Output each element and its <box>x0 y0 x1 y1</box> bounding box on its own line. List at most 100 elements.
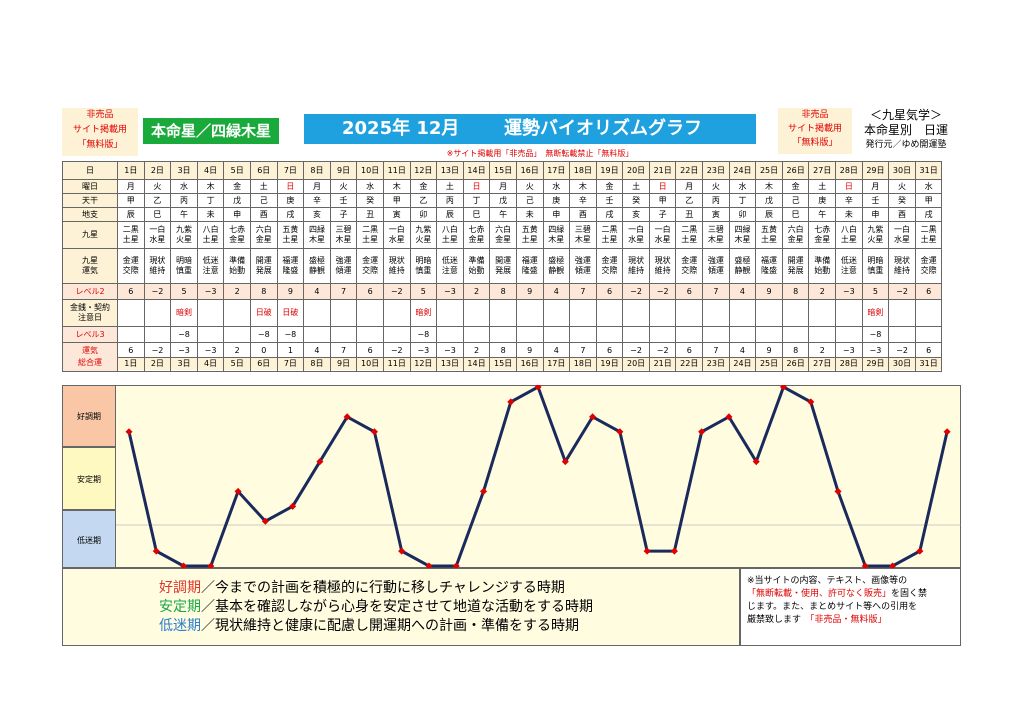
kyusei-cell-line: 土星 <box>840 235 857 244</box>
total-day: 19日 <box>597 356 622 370</box>
total-value: 8 <box>793 345 799 355</box>
tenkan-cell: 戊 <box>223 193 251 208</box>
kyusei-cell: 二黒 土星 <box>117 221 145 249</box>
kyusei-cell-line: 木星 <box>308 235 325 244</box>
weekday-cell: 月 <box>489 179 517 194</box>
table-row: 九星 二黒 土星 一白 水星 九紫 火星 八白 土星 七赤 金星 六白 金星 五黄 土星 四緑 木星 三碧 木星 二黒… <box>62 221 943 249</box>
total-day: 2日 <box>145 356 170 370</box>
tenkan-cell: 庚 <box>276 193 305 208</box>
level3-cell: −8 <box>861 326 890 343</box>
row-label: 天干 <box>62 193 118 208</box>
unsei-cell-line: 現状 <box>628 256 645 265</box>
level3-cell <box>117 326 145 343</box>
chishi-cell: 申 <box>861 207 890 222</box>
unsei-cell: 現状 維持 <box>622 248 650 284</box>
unsei-cell: 金運 交際 <box>117 248 145 284</box>
level2-cell: 7 <box>702 283 730 300</box>
day-cell: 27日 <box>808 161 837 180</box>
copyright-line: 厳禁致します 「非売品・無料版」 <box>747 614 954 627</box>
band-stable-label: 安定期 <box>77 475 101 484</box>
band-low: 低迷期 <box>62 510 116 568</box>
unsei-cell-line: 準備 <box>814 256 831 265</box>
level2-cell: −2 <box>143 283 172 300</box>
weekday-cell: 木 <box>382 179 411 194</box>
kinsen-cell <box>728 299 757 327</box>
tenkan-cell: 辛 <box>835 193 863 208</box>
chishi-cell: 午 <box>808 207 837 222</box>
notice: ※サイト掲載用「非売品」 無断転載禁止「無料版」 <box>446 149 634 158</box>
tenkan-cell: 戊 <box>489 193 517 208</box>
unsei-cell-line: 金運 <box>681 256 698 265</box>
level3-cell <box>223 326 251 343</box>
kyusei-cell-line: 水星 <box>894 235 911 244</box>
tenkan-cell: 丙 <box>170 193 198 208</box>
total-value: 0 <box>261 345 267 355</box>
total-value: 4 <box>314 345 320 355</box>
legend-text: ／基本を確認しながら心身を安定させて地道な活動をする時期 <box>201 599 593 615</box>
level2-cell: 5 <box>170 283 198 300</box>
level3-cell <box>462 326 491 343</box>
kinsen-cell: 暗剣 <box>170 299 198 327</box>
weekday-cell: 金 <box>223 179 251 194</box>
day-cell: 26日 <box>781 161 810 180</box>
kyusei-cell-line: 二黒 <box>362 225 379 234</box>
chishi-cell: 戌 <box>595 207 624 222</box>
tenkan-cell: 乙 <box>143 193 172 208</box>
total-cell: 4 24日 <box>728 342 757 372</box>
total-value: −2 <box>390 345 403 355</box>
unsei-cell-line: 発展 <box>255 266 272 275</box>
level3-cell <box>595 326 624 343</box>
tenkan-cell: 辛 <box>303 193 331 208</box>
day-cell: 13日 <box>436 161 464 180</box>
legend-item: 安定期／基本を確認しながら心身を安定させて地道な活動をする時期 <box>159 598 739 617</box>
row-label: 日 <box>62 161 118 180</box>
unsei-cell: 盛極 静観 <box>542 248 571 284</box>
total-cell: −2 21日 <box>648 342 677 372</box>
level2-cell: −2 <box>382 283 411 300</box>
total-cell: 0 6日 <box>249 342 278 372</box>
data-point <box>289 502 297 510</box>
unsei-cell-line: 明暗 <box>175 256 192 265</box>
chishi-cell: 午 <box>489 207 517 222</box>
weekday-cell: 金 <box>409 179 438 194</box>
table-row: 運気 総合運 6 1日 −2 2日 −3 3日 −3 4日 2 5日 0 6日 1 7日 4 8日 7 9日 6 10日 −… <box>62 342 943 372</box>
total-value: −3 <box>417 345 430 355</box>
kyusei-cell-line: 六白 <box>787 225 804 234</box>
level2-cell: 4 <box>728 283 757 300</box>
weekday-cell: 月 <box>117 179 145 194</box>
unsei-cell-line: 静観 <box>548 266 565 275</box>
chishi-cell: 辰 <box>755 207 783 222</box>
chishi-cell: 寅 <box>702 207 730 222</box>
total-value: 9 <box>527 345 533 355</box>
total-cell: −3 28日 <box>835 342 863 372</box>
level2-cell: 6 <box>356 283 384 300</box>
total-cell: 2 5日 <box>223 342 251 372</box>
total-day: 27日 <box>809 356 835 370</box>
data-point <box>261 517 269 525</box>
day-cell: 24日 <box>728 161 757 180</box>
total-cell: −3 13日 <box>436 342 464 372</box>
unsei-cell-line: 発展 <box>495 266 512 275</box>
copyright-line: ※当サイトの内容、テキスト、画像等の <box>747 576 908 586</box>
day-cell: 18日 <box>569 161 597 180</box>
kinsen-cell <box>914 299 943 327</box>
kinsen-cell <box>462 299 491 327</box>
kyusei-cell-line: 土星 <box>441 235 458 244</box>
kyusei-cell-line: 三碧 <box>574 225 591 234</box>
total-cell: 8 26日 <box>781 342 810 372</box>
tenkan-cell: 乙 <box>409 193 438 208</box>
unsei-cell-line: 始動 <box>468 266 485 275</box>
kyusei-cell-line: 土星 <box>681 235 698 244</box>
day-cell: 1日 <box>117 161 145 180</box>
copyright-red: 「非売品・無料版」 <box>810 615 887 625</box>
level3-cell <box>489 326 517 343</box>
total-value: −2 <box>656 345 669 355</box>
total-value: 7 <box>341 345 347 355</box>
unsei-cell-line: 福運 <box>761 256 778 265</box>
level2-cell: 8 <box>249 283 278 300</box>
kyusei-cell-line: 土星 <box>920 235 937 244</box>
kyusei-cell-line: 金星 <box>495 235 512 244</box>
total-cell: 7 23日 <box>702 342 730 372</box>
copyright-line: 「無断転載・使用、許可なく販売」を固く禁 <box>747 588 954 601</box>
total-value: −3 <box>178 345 190 355</box>
